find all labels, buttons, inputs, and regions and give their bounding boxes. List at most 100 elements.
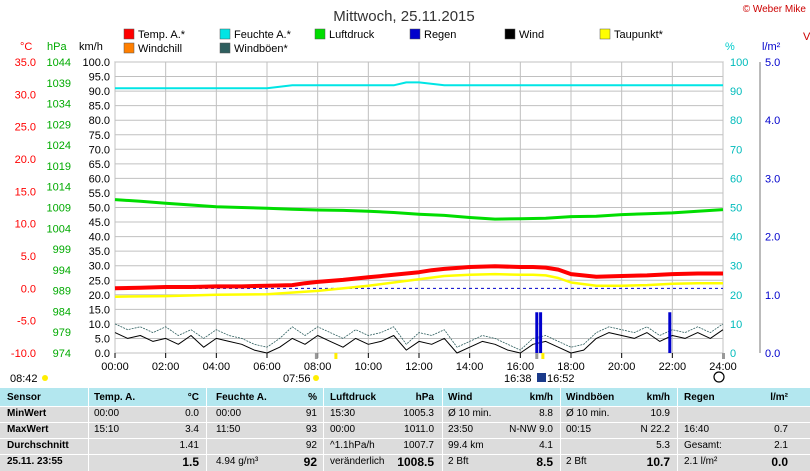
row-separator — [0, 422, 810, 423]
kmh-tick-label: 20.0 — [89, 290, 110, 302]
celsius-tick-label: 35.0 — [15, 57, 36, 69]
table-cell: N 22.2 — [640, 424, 670, 435]
table-cell: 8.5 — [536, 455, 553, 469]
series-line — [114, 329, 724, 354]
legend-swatch — [504, 28, 516, 40]
series-line — [115, 81, 723, 90]
table-cell: Gesamt: — [684, 440, 722, 451]
table-cell: 3.4 — [185, 424, 199, 435]
legend-swatch — [219, 28, 231, 40]
legend-label: Feuchte A.* — [234, 29, 292, 41]
table-cell: 15:10 — [94, 424, 120, 435]
right-edge-label: V — [803, 31, 810, 43]
table-cell: 1011.0 — [404, 424, 434, 435]
table-cell: 99.4 km — [448, 440, 484, 451]
kmh-tick-label: 35.0 — [89, 246, 110, 258]
table-cell: Regen — [684, 392, 715, 403]
legend-label: Wind — [519, 29, 544, 41]
row-separator — [0, 454, 810, 455]
percent-tick-label: 0 — [730, 348, 736, 360]
lm2-tick-label: 3.0 — [765, 173, 780, 185]
weather-chart: Mittwoch, 25.11.2015 © Weber Mike V Temp… — [10, 4, 810, 385]
left-time-label: 08:42 — [10, 373, 38, 385]
kmh-tick-label: 65.0 — [89, 159, 110, 171]
kmh-tick-label: 55.0 — [89, 188, 110, 200]
hpa-tick-label: 994 — [53, 265, 71, 277]
table-cell: 15:30 — [330, 408, 356, 419]
table-cell: 1.5 — [182, 455, 199, 469]
kmh-tick-label: 45.0 — [89, 217, 110, 229]
kmh-tick-label: 85.0 — [89, 101, 110, 113]
column-separator — [442, 388, 443, 471]
table-cell: 00:15 — [566, 424, 592, 435]
table-cell: MaxWert — [7, 424, 49, 435]
celsius-tick-label: -5.0 — [17, 316, 36, 328]
unit-kmh: km/h — [79, 41, 103, 53]
x-tick-label: 04:00 — [203, 361, 231, 373]
percent-tick-label: 10 — [730, 319, 742, 331]
table-cell: km/h — [529, 392, 553, 403]
table-cell: N-NW 9.0 — [509, 424, 553, 435]
hpa-tick-label: 1034 — [47, 99, 71, 111]
table-cell: Wind — [448, 392, 473, 403]
table-cell: 2 Bft — [448, 456, 469, 467]
time-marker-tick — [334, 353, 338, 359]
time-marker-tick — [541, 353, 545, 359]
celsius-tick-label: 30.0 — [15, 89, 36, 101]
percent-tick-label: 100 — [730, 57, 748, 69]
column-separator — [88, 388, 89, 471]
hpa-tick-label: 1024 — [47, 140, 71, 152]
table-cell: 1007.7 — [403, 440, 434, 451]
kmh-tick-label: 95.0 — [89, 72, 110, 84]
hpa-tick-label: 984 — [53, 306, 71, 318]
x-tick-label: 00:00 — [101, 361, 129, 373]
row-separator — [0, 406, 810, 407]
table-cell: 91 — [305, 408, 317, 419]
percent-tick-label: 80 — [730, 115, 742, 127]
kmh-tick-label: 90.0 — [89, 86, 110, 98]
time-marker-tick — [314, 353, 318, 359]
lm2-tick-label: 1.0 — [765, 290, 780, 302]
table-cell: 00:00 — [216, 408, 242, 419]
x-tick-label: 14:00 — [456, 361, 484, 373]
table-cell: hPa — [415, 392, 434, 403]
time-marker-tick — [535, 353, 539, 359]
hpa-tick-label: 979 — [53, 327, 71, 339]
table-cell: 5.3 — [656, 440, 670, 451]
series-line — [114, 323, 724, 351]
x-tick-label: 06:00 — [253, 361, 281, 373]
hpa-tick-label: 1044 — [47, 57, 71, 69]
table-cell: 4.94 g/m³ — [216, 456, 259, 467]
kmh-tick-label: 80.0 — [89, 115, 110, 127]
table-cell: 23:50 — [448, 424, 474, 435]
percent-tick-label: 30 — [730, 261, 742, 273]
table-cell: 92 — [305, 440, 317, 451]
lm2-tick-label: 5.0 — [765, 57, 780, 69]
legend-label: Windchill — [138, 43, 182, 55]
x-tick-label: 24:00 — [709, 361, 737, 373]
celsius-tick-label: 20.0 — [15, 154, 36, 166]
hpa-tick-label: 1009 — [47, 203, 71, 215]
hpa-tick-label: 999 — [53, 244, 71, 256]
table-cell: 1008.5 — [397, 455, 434, 469]
kmh-tick-label: 100.0 — [82, 57, 110, 69]
celsius-tick-label: 10.0 — [15, 219, 36, 231]
table-cell: 1005.3 — [403, 408, 434, 419]
kmh-tick-label: 75.0 — [89, 130, 110, 142]
time-marker-3: 16:52 — [547, 373, 575, 385]
legend-swatch — [219, 42, 231, 54]
hpa-tick-label: 1004 — [47, 223, 71, 235]
celsius-tick-label: 25.0 — [15, 122, 36, 134]
table-cell: Feuchte A. — [216, 392, 267, 403]
table-cell: Temp. A. — [94, 392, 136, 403]
kmh-tick-label: 15.0 — [89, 304, 110, 316]
table-cell: °C — [187, 392, 199, 403]
series-line — [114, 272, 723, 298]
unit-hpa: hPa — [47, 41, 67, 53]
hpa-tick-label: 1039 — [47, 78, 71, 90]
series — [114, 81, 724, 354]
time-markers — [314, 353, 725, 359]
table-cell: Durchschnitt — [7, 440, 69, 451]
kmh-tick-label: 40.0 — [89, 232, 110, 244]
time-marker-tick — [722, 353, 725, 359]
